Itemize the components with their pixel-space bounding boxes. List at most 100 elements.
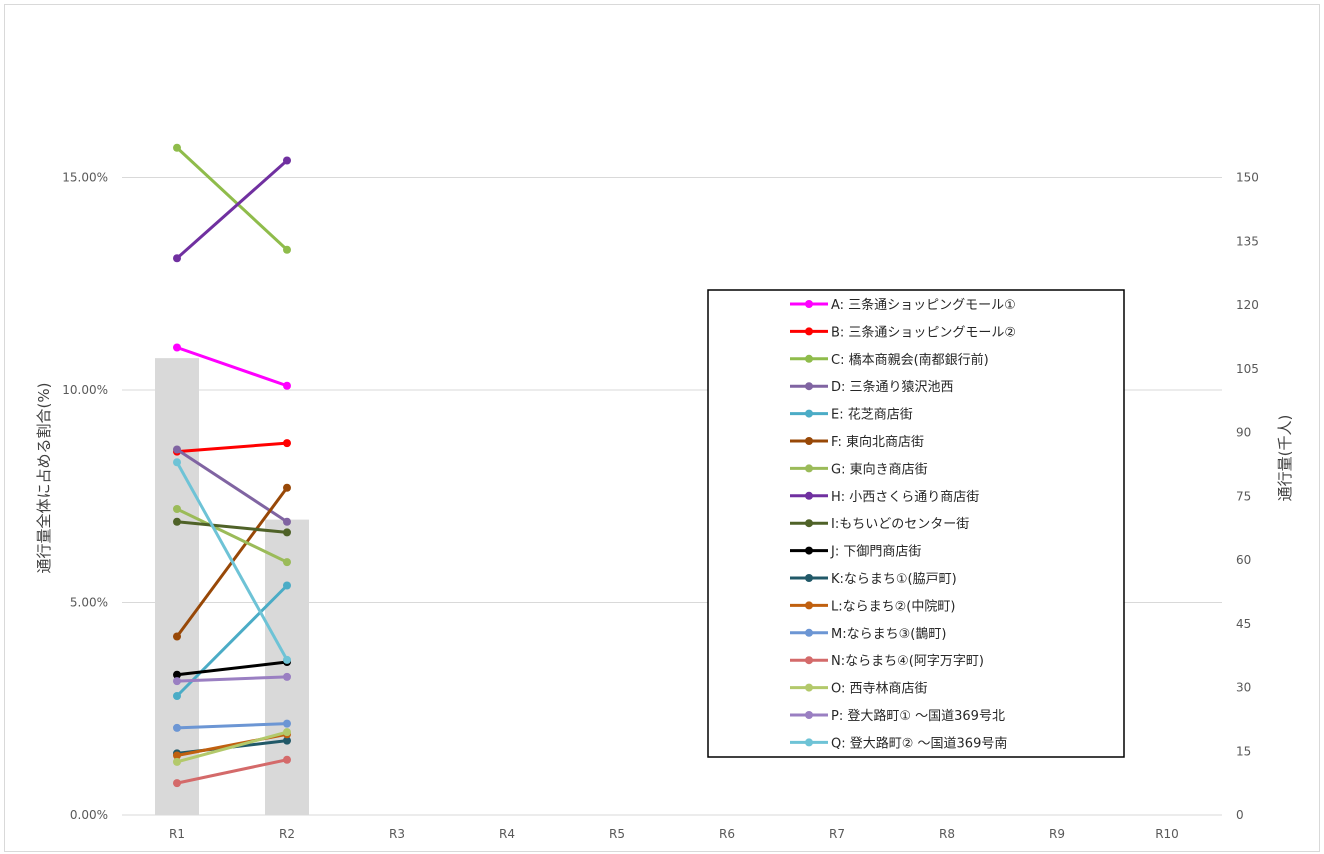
legend-item: F: 東向北商店街: [790, 434, 924, 450]
legend-label: D: 三条通り猿沢池西: [831, 379, 954, 395]
x-tick-label: R4: [499, 827, 515, 841]
x-tick-label: R8: [939, 827, 955, 841]
legend-marker: [805, 656, 813, 665]
legend-label: M:ならまち③(鵲町): [831, 627, 946, 642]
left-axis-ticks: 0.00% 5.00% 10.00% 15.00%: [62, 171, 108, 823]
data-point: [283, 736, 291, 745]
line-series: [173, 143, 291, 788]
legend-label: I:もちいどのセンター街: [831, 517, 969, 532]
series-path: [176, 448, 288, 524]
legend-item: H: 小西さくら通り商店街: [790, 490, 979, 505]
series-line: [173, 755, 291, 788]
legend-marker: [805, 300, 813, 308]
series-line: [173, 719, 291, 732]
legend-label: F: 東向北商店街: [831, 434, 924, 450]
y2-tick-label: 90: [1236, 426, 1251, 440]
series-line: [173, 517, 291, 537]
series-line: [173, 143, 291, 254]
data-point: [283, 483, 291, 492]
data-point: [173, 343, 181, 352]
data-point: [283, 728, 291, 737]
y2-tick-label: 75: [1236, 489, 1251, 503]
x-tick-label: R7: [829, 827, 845, 841]
legend-marker: [805, 601, 813, 610]
legend-marker: [805, 738, 813, 747]
series-line: [173, 672, 291, 686]
left-axis-title: 通行量全体に占める割合(%): [35, 383, 53, 574]
legend-marker: [805, 354, 813, 363]
data-point: [173, 751, 181, 760]
y2-tick-label: 135: [1236, 234, 1259, 248]
data-point: [173, 505, 181, 513]
legend-label: O: 西寺林商店街: [831, 682, 928, 697]
series-path: [175, 584, 289, 698]
legend-label: L:ならまち②(中院町): [831, 599, 955, 614]
series-path: [175, 461, 289, 661]
legend-marker: [805, 683, 813, 692]
legend-label: A: 三条通ショッピングモール①: [831, 297, 1016, 313]
y2-tick-label: 60: [1236, 553, 1251, 567]
legend-item: D: 三条通り猿沢池西: [790, 379, 954, 395]
x-tick-label: R5: [609, 827, 625, 841]
legend-marker: [805, 382, 813, 391]
data-point: [283, 528, 291, 537]
legend-marker: [805, 437, 813, 445]
legend: A: 三条通ショッピングモール① B: 三条通ショッピングモール② C: 橋本商親会…: [707, 289, 1125, 758]
data-point: [283, 672, 291, 681]
y2-tick-label: 120: [1236, 298, 1259, 312]
legend-item: K:ならまち①(脇戸町): [790, 572, 957, 587]
legend-box: [707, 289, 1125, 758]
series-path: [176, 722, 288, 730]
legend-item: C: 橋本商親会(南都銀行前): [790, 352, 989, 368]
data-point: [283, 156, 291, 165]
y2-tick-label: 15: [1236, 744, 1251, 758]
data-point: [173, 458, 181, 467]
data-point: [173, 670, 181, 679]
legend-marker: [805, 327, 813, 336]
data-point: [173, 254, 181, 263]
legend-item: B: 三条通ショッピングモール②: [790, 324, 1016, 340]
bar: [265, 519, 309, 815]
legend-label: N:ならまち④(阿字万字町): [831, 654, 984, 669]
y-tick-label: 5.00%: [70, 596, 108, 610]
series-path: [176, 675, 288, 683]
legend-item: A: 三条通ショッピングモール①: [790, 297, 1016, 313]
series-line: [173, 505, 291, 567]
right-axis-ticks: 0 15 30 45 60 75 90 105 120 135 150: [1236, 171, 1259, 823]
series-line: [173, 728, 291, 766]
data-point: [283, 245, 291, 254]
legend-label: G: 東向き商店街: [831, 461, 928, 477]
series-line: [173, 445, 291, 526]
x-axis-ticks: R1 R2 R3 R4 R5 R6 R7 R8 R9 R10: [169, 827, 1179, 841]
data-point: [173, 632, 181, 641]
data-point: [173, 723, 181, 732]
data-point: [173, 677, 181, 686]
legend-label: P: 登大路町① ～国道369号北: [831, 708, 1005, 724]
bar-series: [155, 358, 309, 815]
data-point: [283, 517, 291, 526]
legend-label: H: 小西さくら通り商店街: [831, 490, 979, 505]
y-tick-label: 15.00%: [62, 171, 108, 185]
legend-label: K:ならまち①(脇戸町): [831, 572, 957, 587]
legend-marker: [805, 628, 813, 637]
data-point: [173, 757, 181, 766]
series-path: [176, 507, 288, 564]
y2-tick-label: 0: [1236, 808, 1244, 822]
x-tick-label: R3: [389, 827, 405, 841]
x-tick-label: R2: [279, 827, 295, 841]
data-point: [173, 143, 181, 152]
legend-marker: [805, 711, 813, 719]
y2-tick-label: 150: [1236, 171, 1259, 185]
x-tick-label: R10: [1155, 827, 1179, 841]
legend-item: Q: 登大路町② ～国道369号南: [790, 735, 1007, 751]
y2-tick-label: 105: [1236, 362, 1259, 376]
series-path: [175, 146, 289, 251]
data-point: [173, 779, 181, 788]
legend-label: C: 橋本商親会(南都銀行前): [831, 352, 989, 368]
x-tick-label: R9: [1049, 827, 1065, 841]
series-path: [176, 346, 288, 388]
series-line: [173, 156, 291, 263]
data-point: [173, 692, 181, 700]
data-point: [283, 439, 291, 448]
